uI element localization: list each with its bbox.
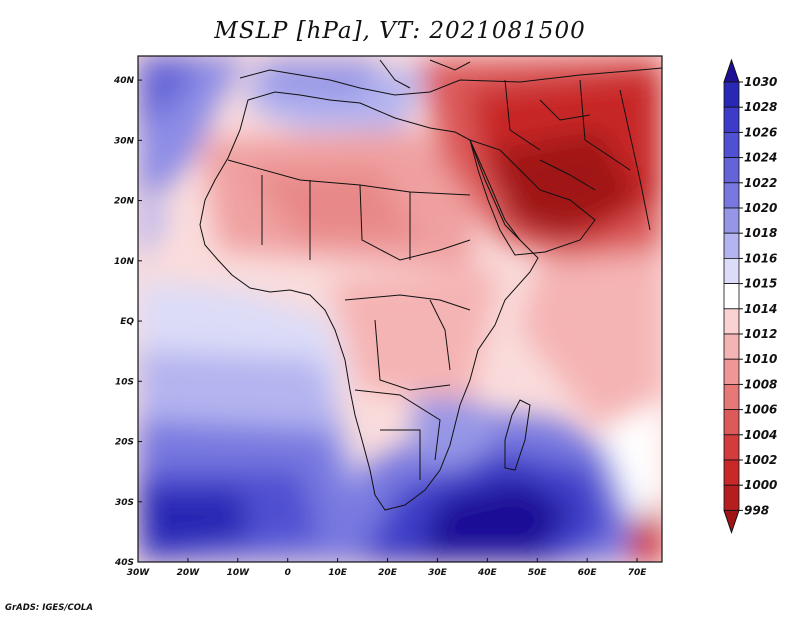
- colorbar-swatch: [723, 383, 740, 410]
- lon-tick-label: 0: [285, 568, 291, 578]
- colorbar-label: 998: [744, 503, 769, 517]
- lat-tick-label: EQ: [120, 317, 134, 327]
- colorbar-label: 1018: [744, 226, 777, 240]
- lon-tick-label: 70E: [628, 568, 648, 578]
- colorbar-swatch: [723, 106, 740, 133]
- lat-tick-label: 30S: [115, 498, 134, 508]
- lat-tick-label: 10N: [114, 257, 135, 267]
- colorbar-swatch: [723, 409, 740, 436]
- colorbar-swatch: [723, 308, 740, 335]
- colorbar-swatch: [723, 459, 740, 486]
- lon-tick-label: 40E: [477, 568, 498, 578]
- colorbar-label: 1004: [744, 428, 777, 442]
- lon-tick-label: 20E: [378, 568, 398, 578]
- pressure-field: [138, 56, 662, 562]
- colorbar-swatch: [723, 232, 740, 259]
- colorbar-label: 1024: [744, 151, 777, 165]
- colorbar-swatch: [723, 257, 740, 284]
- lat-tick-label: 40N: [113, 76, 135, 86]
- lon-tick-label: 10E: [328, 568, 348, 578]
- colorbar-label: 1000: [744, 478, 777, 492]
- colorbar-label: 1012: [744, 327, 777, 341]
- lon-tick-label: 30E: [428, 568, 448, 578]
- colorbar-label: 1020: [744, 201, 777, 215]
- lon-tick-label: 50E: [528, 568, 548, 578]
- lon-tick-label: 30W: [127, 568, 151, 578]
- colorbar-label: 1002: [744, 453, 777, 467]
- colorbar-label: 1022: [744, 176, 777, 190]
- grads-credit: GrADS: IGES/COLA: [5, 603, 93, 613]
- colorbar-label: 1030: [744, 75, 777, 89]
- colorbar-bottom-triangle: [723, 509, 740, 534]
- colorbar-swatch: [723, 484, 740, 511]
- colorbar-label: 1006: [744, 403, 777, 417]
- lon-axis: 30W 20W 10W 0 10E 20E 30E 40E 50E 60E 70E: [127, 558, 647, 578]
- map-title: MSLP [hPa], VT: 2021081500: [214, 18, 586, 44]
- colorbar-swatch: [723, 157, 740, 184]
- lat-axis: 40N 30N 20N 10N EQ 10S 20S 30S 40S: [113, 76, 142, 568]
- colorbar-swatch: [723, 131, 740, 158]
- colorbar-label: 1014: [744, 302, 777, 316]
- colorbar-label: 1015: [744, 277, 777, 291]
- colorbar-label: 1016: [744, 251, 777, 265]
- lat-tick-label: 20S: [115, 438, 134, 448]
- colorbar: 1030 1028 1026 1024 1022 1020 1018 1016 1015 1014…: [723, 58, 777, 534]
- colorbar-top-triangle: [723, 58, 740, 83]
- lat-tick-label: 40S: [114, 558, 134, 568]
- colorbar-swatch: [723, 434, 740, 461]
- lat-tick-label: 20N: [114, 197, 135, 207]
- colorbar-swatch: [723, 283, 740, 310]
- lon-tick-label: 20W: [177, 568, 201, 578]
- colorbar-swatch: [723, 333, 740, 360]
- colorbar-label: 1028: [744, 100, 777, 114]
- coastlines: [199, 59, 662, 511]
- lon-tick-label: 10W: [227, 568, 251, 578]
- lat-tick-label: 30N: [114, 136, 135, 146]
- colorbar-swatch: [723, 358, 740, 385]
- colorbar-label: 1026: [744, 125, 777, 139]
- colorbar-swatch: [723, 207, 740, 234]
- colorbar-label: 1008: [744, 377, 777, 391]
- plot-frame: [137, 55, 663, 563]
- colorbar-label: 1010: [744, 352, 777, 366]
- colorbar-swatch: [723, 182, 740, 209]
- lon-tick-label: 60E: [578, 568, 598, 578]
- lat-tick-label: 10S: [115, 377, 134, 387]
- colorbar-swatch: [723, 81, 740, 108]
